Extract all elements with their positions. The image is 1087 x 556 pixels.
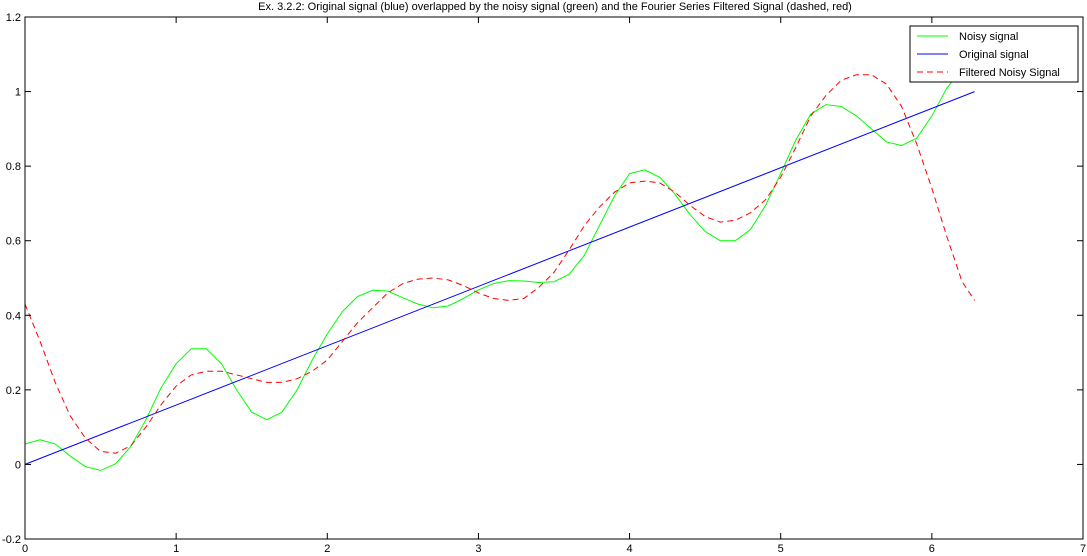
x-tick-label: 5 [778,543,784,555]
series-line-3 [24,74,976,454]
series-line-2 [24,91,975,465]
x-tick-label: 4 [627,543,633,555]
y-tick-label: 0 [15,459,21,471]
plot-background [25,17,1083,539]
y-tick-label: -0.2 [2,534,21,546]
x-tick-label: 3 [475,543,481,555]
x-tick-label: 0 [22,543,28,555]
x-tick-label: 7 [1080,543,1086,555]
y-tick-label: 0.6 [6,236,21,248]
x-tick-label: 1 [173,543,179,555]
y-tick-label: 1.2 [6,12,21,24]
y-tick-label: 0.2 [6,385,21,397]
legend: Noisy signal Original signal Filtered Nois… [909,25,1079,83]
series-line-1 [24,61,975,471]
y-tick-label: 0.8 [6,161,21,173]
axes: 0 1 2 3 4 5 6 7-0.200.20.40.60.811.2 [2,12,1086,555]
x-tick-label: 6 [929,543,935,555]
legend-label-3: Filtered Noisy Signal [959,67,1060,79]
series-group [24,61,976,471]
x-tick-label: 2 [324,543,330,555]
plot-area [25,17,1083,539]
axes-box [24,16,1084,540]
y-tick-label: 1 [15,87,21,99]
y-tick-label: 0.4 [6,310,21,322]
legend-label-1: Noisy signal [959,31,1018,43]
legend-label-2: Original signal [959,49,1029,61]
chart-title: Ex. 3.2.2: Original signal (blue) overla… [258,1,852,13]
